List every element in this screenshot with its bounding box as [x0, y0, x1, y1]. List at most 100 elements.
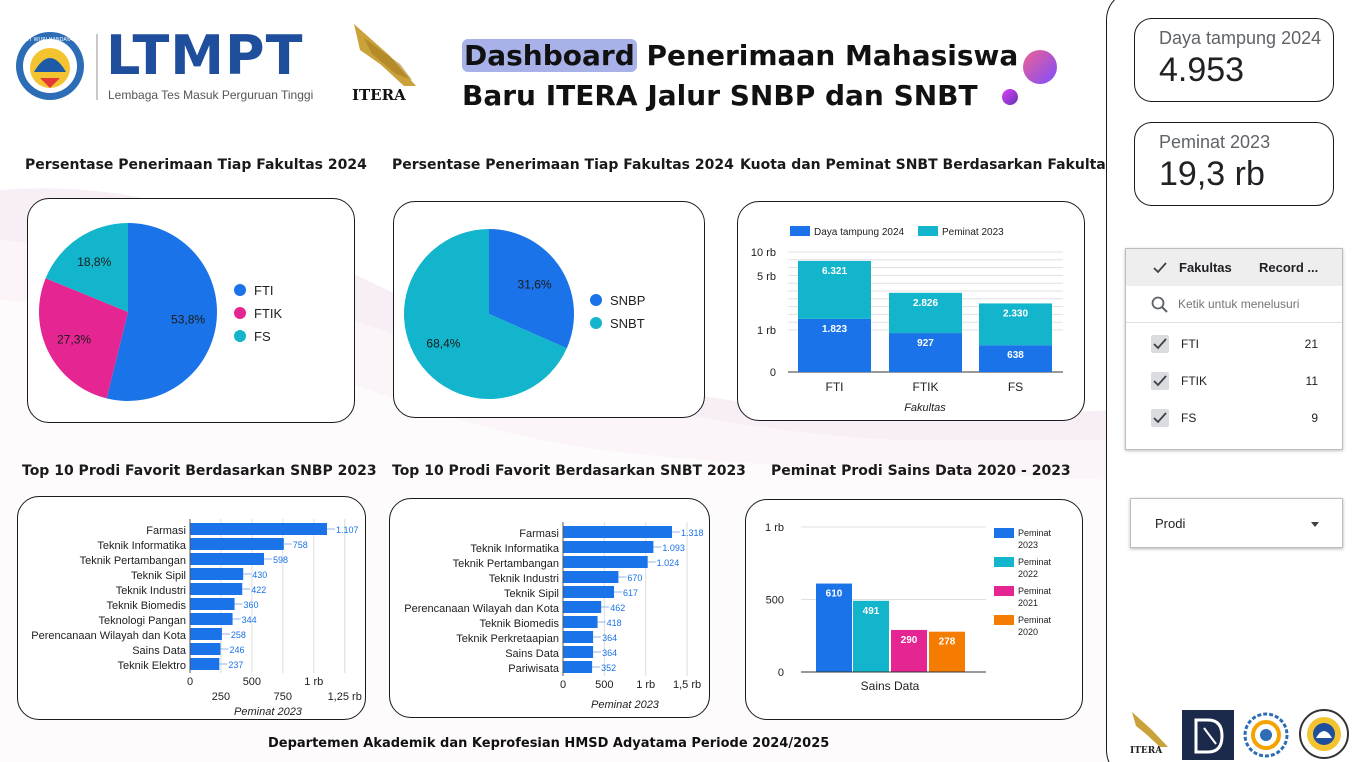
- filter-item-fs[interactable]: FS 9: [1126, 399, 1342, 436]
- filter-item-count: 11: [1306, 374, 1318, 388]
- snbp-data-label: 246: [229, 645, 244, 655]
- snbp-data-label: 422: [251, 585, 266, 595]
- pie1-legend-marker: [234, 307, 246, 319]
- scorecard-peminat-label: Peminat 2023: [1159, 132, 1270, 153]
- snbp-category-label: Teknik Elektro: [118, 660, 186, 672]
- kuota-xtick: FS: [1008, 380, 1023, 394]
- itera-logo: ITERA: [350, 20, 425, 108]
- filter-search-input[interactable]: [1178, 295, 1328, 313]
- kuota-legend-marker: [918, 226, 938, 236]
- snbt-category-label: Teknik Sipil: [504, 588, 559, 600]
- pie2-title: Persentase Penerimaan Tiap Fakultas 2024: [392, 157, 734, 173]
- tut-wuri-text: TUT WURI HANDAYANI: [21, 37, 78, 43]
- select-all-checkbox[interactable]: [1151, 259, 1169, 277]
- snbp-bar: [190, 538, 284, 550]
- ltmpt-logo: TUT WURI HANDAYANI LTMPT Lembaga Tes Mas…: [14, 28, 334, 108]
- snbp-xtick: 0: [187, 676, 193, 688]
- caret-down-icon: [1311, 522, 1319, 527]
- scorecard-peminat-value: 19,3 rb: [1159, 155, 1265, 194]
- snbt-category-label: Sains Data: [505, 648, 560, 660]
- kuota-ytick: 10 rb: [751, 247, 776, 259]
- snbp-category-label: Teknik Informatika: [97, 540, 187, 552]
- snbt-data-label: 364: [602, 633, 617, 643]
- sd-legend-label-line1: Peminat: [1018, 528, 1052, 538]
- snbt-card: Farmasi 1.318 Teknik Informatika 1.093 Tekni…: [389, 498, 710, 718]
- pie2-legend-label: SNBT: [610, 316, 645, 331]
- kuota-xlabel: Fakultas: [904, 402, 946, 414]
- hmsd-logo: [1242, 712, 1290, 758]
- sd-legend-marker: [994, 615, 1014, 625]
- sainsdata-card: 0 500 1 rb 610 491 290 278 Sains Data Peminat 202…: [745, 499, 1083, 720]
- filter-header[interactable]: Fakultas Record ...: [1126, 249, 1342, 286]
- kuota-ytick: 5 rb: [757, 271, 776, 283]
- filter-item-count: 9: [1311, 411, 1318, 425]
- scorecard-peminat: Peminat 2023 19,3 rb: [1134, 122, 1334, 206]
- kuota-legend-marker: [790, 226, 810, 236]
- checkbox-fti[interactable]: [1151, 335, 1169, 353]
- itera-emblem-small: [1130, 710, 1172, 748]
- checkbox-ftik[interactable]: [1151, 372, 1169, 390]
- snbt-chart: Farmasi 1.318Teknik Informatika 1.093Tekni…: [390, 499, 709, 717]
- snbt-category-label: Pariwisata: [508, 663, 560, 675]
- sd-legend-label-line2: 2021: [1018, 598, 1038, 608]
- filter-item-fti[interactable]: FTI 21: [1126, 325, 1342, 362]
- filter-header-count: Record ...: [1259, 260, 1318, 275]
- scorecard-daya-tampung-value: 4.953: [1159, 51, 1244, 90]
- search-icon: [1151, 296, 1169, 314]
- kuota-legend-label: Peminat 2023: [942, 227, 1004, 238]
- snbp-bar: [190, 598, 235, 610]
- itera-logo-small: ITERA: [1130, 710, 1172, 760]
- filter-search[interactable]: [1126, 286, 1342, 323]
- pie1-card: 53,8% 27,3% 18,8% FTI FTIK FS: [27, 198, 355, 423]
- kuota-chart: 0 1 rb 5 rb 10 rb Daya tampung 2024 Peminat 2…: [738, 202, 1084, 420]
- ltmpt-tagline: Lembaga Tes Masuk Perguruan Tinggi: [108, 88, 313, 102]
- snbp-data-label: 758: [293, 540, 308, 550]
- filter-item-ftik[interactable]: FTIK 11: [1126, 362, 1342, 399]
- pie1-chart: 53,8% 27,3% 18,8% FTI FTIK FS: [28, 199, 354, 422]
- prodi-dropdown-label: Prodi: [1155, 516, 1185, 531]
- sd-legend-label-line2: 2022: [1018, 569, 1038, 579]
- pie2-chart: 31,6% 68,4% SNBP SNBT: [394, 202, 704, 417]
- snbt-category-label: Perencanaan Wilayah dan Kota: [404, 603, 560, 615]
- sd-data-label: 491: [863, 606, 880, 617]
- snbp-xtick: 1 rb: [304, 676, 323, 688]
- check-icon: [1152, 336, 1168, 352]
- snbp-chart: Farmasi 1.107 Teknik Informatika 758 Teknik …: [18, 497, 365, 719]
- snbp-xtick: 750: [274, 691, 292, 703]
- scorecard-daya-tampung: Daya tampung 2024 4.953: [1134, 18, 1334, 102]
- itera-wordmark-small: ITERA: [1130, 746, 1162, 756]
- himpunan-emblem: [1298, 708, 1350, 760]
- pie1-legend-marker: [234, 284, 246, 296]
- snbt-bar: [563, 646, 593, 658]
- sainsdata-title: Peminat Prodi Sains Data 2020 - 2023: [771, 463, 1071, 479]
- snbt-bar: [563, 601, 601, 613]
- pie1-legend-label: FTIK: [254, 306, 282, 321]
- snbp-bar: [190, 523, 327, 535]
- itera-wordmark: ITERA: [352, 86, 406, 104]
- filter-item-label: FTI: [1181, 337, 1199, 351]
- snbp-bar: [190, 568, 243, 580]
- snbt-data-label: 617: [623, 588, 638, 598]
- snbt-xtick: 500: [595, 679, 613, 691]
- filter-item-label: FTIK: [1181, 374, 1207, 388]
- snbt-xlabel: Peminat 2023: [591, 699, 660, 711]
- snbt-category-label: Teknik Biomedis: [480, 618, 560, 630]
- snbt-data-label: 1.024: [657, 558, 680, 568]
- sd-legend-label-line1: Peminat: [1018, 586, 1052, 596]
- snbp-data-label: 237: [228, 660, 243, 670]
- kuota-data-label-daya-tampung: 638: [1007, 350, 1024, 361]
- snbt-bar: [563, 661, 592, 673]
- filter-item-label: FS: [1181, 411, 1196, 425]
- kuota-data-label-daya-tampung: 927: [917, 338, 934, 349]
- pie1-slice-label: 27,3%: [57, 332, 91, 346]
- prodi-dropdown[interactable]: Prodi: [1130, 498, 1343, 548]
- checkbox-fs[interactable]: [1151, 409, 1169, 427]
- ltmpt-wordmark: LTMPT: [106, 24, 303, 87]
- snbp-data-label: 1.107: [336, 525, 359, 535]
- kuota-card: 0 1 rb 5 rb 10 rb Daya tampung 2024 Peminat 2…: [737, 201, 1085, 421]
- scorecard-daya-tampung-label: Daya tampung 2024: [1159, 28, 1321, 49]
- snbp-category-label: Farmasi: [146, 525, 186, 537]
- kuota-data-label-peminat: 2.330: [1003, 308, 1028, 319]
- tut-wuri-emblem: TUT WURI HANDAYANI: [14, 30, 86, 102]
- pie2-card: 31,6% 68,4% SNBP SNBT: [393, 201, 705, 418]
